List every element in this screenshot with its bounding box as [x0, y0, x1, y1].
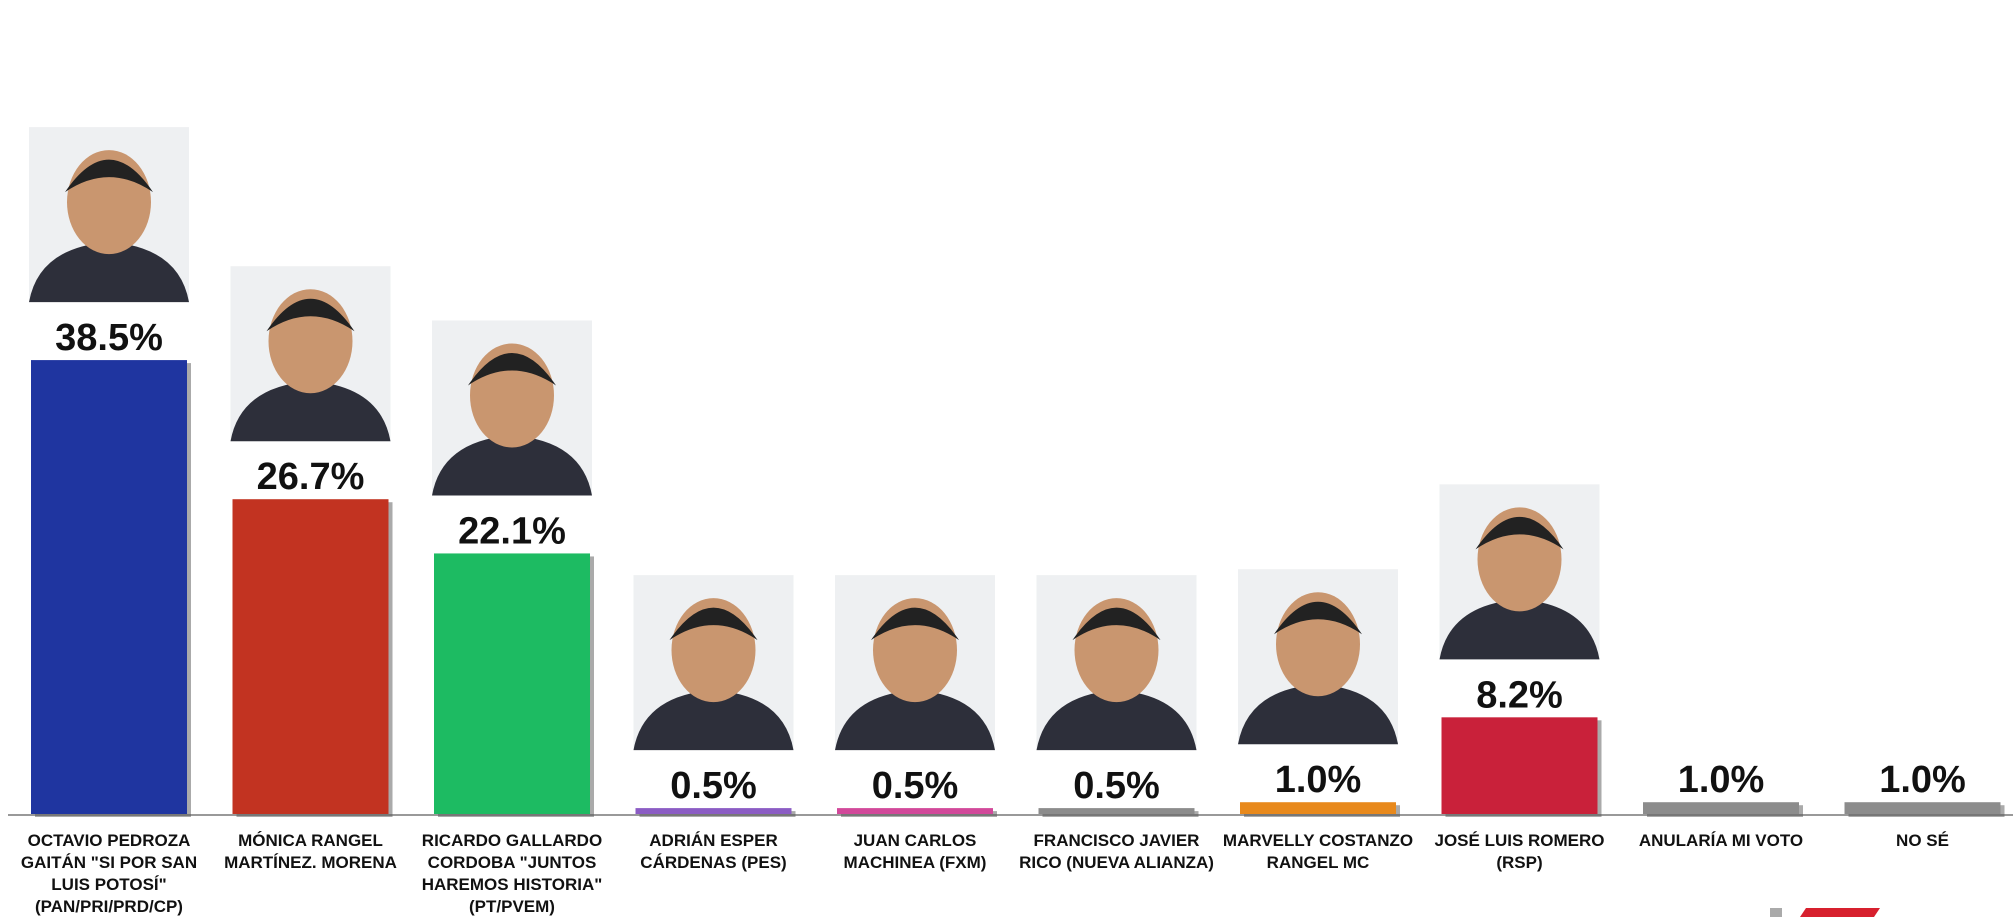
value-label: 0.5%: [872, 765, 959, 807]
category-label: FRANCISCO JAVIER RICO (NUEVA ALIANZA): [1019, 830, 1215, 874]
candidate-photo: [432, 320, 592, 495]
bar: [233, 499, 389, 814]
category-label: JOSÉ LUIS ROMERO (RSP): [1422, 830, 1618, 874]
category-label: MÓNICA RANGEL MARTÍNEZ. MORENA: [213, 830, 409, 874]
value-label: 0.5%: [1073, 765, 1160, 807]
candidate-photo: [634, 575, 794, 750]
value-label: 22.1%: [458, 510, 566, 552]
chart: 38.5% 26.7% 22.1% 0.5% 0.5% 0.5% 1.0% 8.2% 1.0% 1…: [0, 0, 2013, 917]
chart-svg: 38.5% 26.7% 22.1% 0.5% 0.5% 0.5% 1.0% 8.2% 1.0% 1…: [0, 0, 2013, 917]
category-label: OCTAVIO PEDROZA GAITÁN "SI POR SAN LUIS …: [11, 830, 207, 918]
category-label: NO SÉ: [1825, 830, 2013, 852]
category-label: JUAN CARLOS MACHINEA (FXM): [817, 830, 1013, 874]
category-label: RICARDO GALLARDO CORDOBA "JUNTOS HAREMOS…: [414, 830, 610, 918]
candidate-photo: [29, 127, 189, 302]
candidate-photo: [231, 266, 391, 441]
value-label: 8.2%: [1476, 674, 1563, 716]
bar: [1240, 802, 1396, 814]
bar: [1442, 717, 1598, 814]
bar: [1039, 808, 1195, 814]
category-label: ANULARÍA MI VOTO: [1623, 830, 1819, 852]
candidate-photo: [1238, 569, 1398, 744]
candidate-photo: [1440, 484, 1600, 659]
category-label: MARVELLY COSTANZO RANGEL MC: [1220, 830, 1416, 874]
logo-part: [1770, 908, 1782, 917]
category-label: ADRIÁN ESPER CÁRDENAS (PES): [616, 830, 812, 874]
value-label: 0.5%: [670, 765, 757, 807]
value-label: 1.0%: [1275, 759, 1362, 801]
value-label: 1.0%: [1678, 759, 1765, 801]
value-label: 1.0%: [1879, 759, 1966, 801]
bar: [434, 553, 590, 814]
logo-part: [1800, 908, 1880, 917]
bar: [636, 808, 792, 814]
bar: [1643, 802, 1799, 814]
value-label: 26.7%: [257, 456, 365, 498]
candidate-photo: [835, 575, 995, 750]
value-label: 38.5%: [55, 317, 163, 359]
logo: [1770, 908, 1880, 917]
bar: [31, 360, 187, 814]
candidate-photo: [1037, 575, 1197, 750]
bar: [837, 808, 993, 814]
bar: [1845, 802, 2001, 814]
